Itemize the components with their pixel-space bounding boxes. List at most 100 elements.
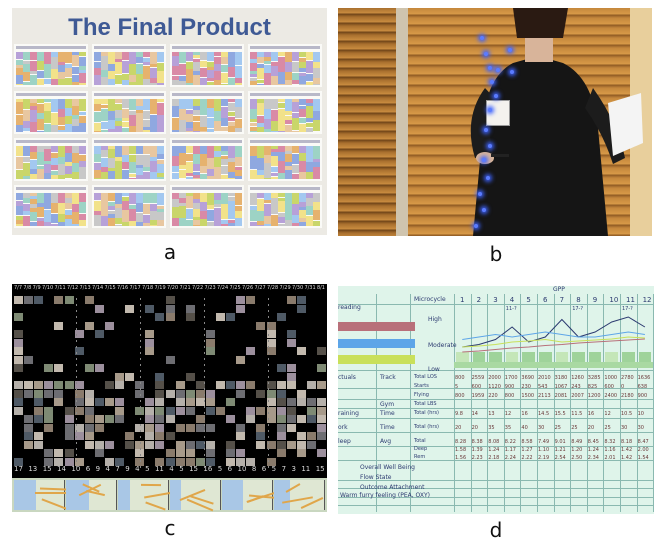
trend-line-3 xyxy=(462,338,645,353)
calendar-event-block xyxy=(285,125,292,132)
calendar-event-block xyxy=(150,220,157,225)
calendar-event-block xyxy=(143,120,150,127)
map-water xyxy=(274,480,290,510)
low-band-cell xyxy=(522,352,535,362)
calendar-event-block xyxy=(235,206,242,211)
calendar-event-block xyxy=(186,177,193,179)
calendar-event-block xyxy=(44,210,51,222)
calendar-event-block xyxy=(292,113,299,118)
grid-row-line xyxy=(338,488,654,489)
calendar-event-block xyxy=(313,210,320,220)
calendar-event-block xyxy=(278,52,285,56)
photo-thumbnail xyxy=(236,423,246,432)
calendar-event-block xyxy=(51,52,58,57)
grid-column-line xyxy=(503,294,505,512)
calendar-event-block xyxy=(143,155,150,167)
photo-thumbnail xyxy=(236,432,246,440)
photo-thumbnail xyxy=(266,347,276,355)
calendar-event-block xyxy=(23,171,30,176)
calendar-event-block xyxy=(72,153,79,163)
low-band-cell xyxy=(539,352,552,362)
calendar-event-block xyxy=(136,110,143,113)
intensity-swatch xyxy=(338,355,415,364)
row-metric-label: Flying xyxy=(414,392,429,398)
photo-thumbnail xyxy=(125,440,135,449)
calendar-event-block xyxy=(264,155,271,163)
calendar-event-block xyxy=(228,78,235,85)
photo-thumbnail xyxy=(125,432,135,440)
calendar-event-block xyxy=(37,99,44,103)
calendar-event-block xyxy=(221,166,228,174)
photo-thumbnail xyxy=(94,440,104,449)
calendar-event-block xyxy=(58,79,65,85)
calendar-event-block xyxy=(285,213,292,220)
photo-thumbnail xyxy=(44,389,54,398)
photo-thumbnail xyxy=(34,440,44,449)
calendar-event-block xyxy=(221,193,228,204)
microcycle-number: 4 xyxy=(509,296,515,304)
calendar-event-block xyxy=(299,161,306,172)
gpp-header: GPP xyxy=(553,286,565,293)
calendar-event-block xyxy=(94,154,101,162)
calendar-event-block xyxy=(37,52,44,61)
calendar-event-block xyxy=(186,52,193,61)
photo-thumbnail xyxy=(135,457,145,466)
calendar-event-block xyxy=(221,127,228,131)
calendar-event-block xyxy=(58,126,65,130)
calendar-event-block xyxy=(115,104,122,110)
cell-value: 9.01 xyxy=(554,439,566,445)
photo-thumbnail xyxy=(34,389,44,398)
cell-value: 5 xyxy=(455,384,459,390)
calendar-event-block xyxy=(200,131,207,132)
cell-value: 638 xyxy=(637,384,648,390)
calendar-event-block xyxy=(179,193,186,198)
calendar-header xyxy=(16,140,86,143)
calendar-event-block xyxy=(278,109,285,121)
calendar-event-block xyxy=(157,173,164,177)
calendar-event-block xyxy=(51,57,58,69)
calendar-event-block xyxy=(157,220,164,226)
calendar-event-block xyxy=(79,220,86,226)
photo-thumbnail xyxy=(286,398,296,406)
calendar-event-block xyxy=(65,215,72,219)
calendar-event-block xyxy=(193,164,200,171)
map-road xyxy=(140,483,162,487)
grid-row-line xyxy=(338,460,654,461)
calendar-event-block xyxy=(129,221,136,226)
photo-thumbnail xyxy=(94,304,104,313)
calendar-event-block xyxy=(72,82,79,85)
calendar-event-block xyxy=(58,146,65,157)
calendar-event-block xyxy=(143,167,150,171)
date-label: 7/8 xyxy=(23,285,32,291)
cell-value: 16 xyxy=(587,411,595,417)
calendar-event-block xyxy=(186,62,193,69)
photo-thumbnail xyxy=(185,457,195,466)
calendar-event-block xyxy=(72,224,79,226)
calendar-event-block xyxy=(250,193,257,205)
calendar-event-block xyxy=(235,218,242,226)
cell-value: 20 xyxy=(471,425,478,431)
calendar-event-block xyxy=(313,84,320,85)
row-metric-label: Total (hrs) xyxy=(414,410,439,416)
calendar-event-block xyxy=(228,158,235,162)
calendar-event-block xyxy=(278,103,285,108)
calendar-event-block xyxy=(186,75,193,83)
calendar-event-block xyxy=(214,64,221,71)
calendar-event-block xyxy=(179,146,186,153)
calendar-thumbnail xyxy=(14,138,88,181)
calendar-event-block xyxy=(207,129,214,132)
calendar-event-block xyxy=(72,52,79,55)
calendar-event-block xyxy=(235,211,242,218)
cell-value: 2.18 xyxy=(488,455,500,461)
calendar-event-block xyxy=(30,196,37,199)
calendar-event-block xyxy=(228,52,235,62)
calendar-event-block xyxy=(193,52,200,55)
calendar-event-block xyxy=(122,122,129,127)
calendar-event-block xyxy=(150,52,157,64)
calendar-event-block xyxy=(257,123,264,127)
calendar-event-block xyxy=(37,193,44,203)
calendar-event-block xyxy=(193,225,200,226)
blue-led-light xyxy=(482,208,486,212)
calendar-event-block xyxy=(257,199,264,211)
photo-thumbnail xyxy=(205,423,215,432)
